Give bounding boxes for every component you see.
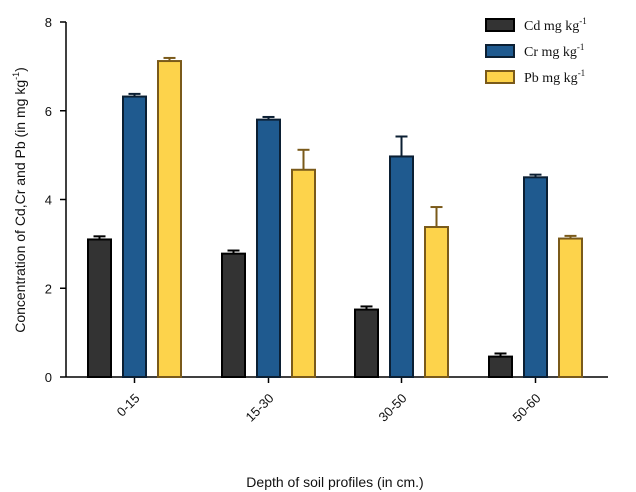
bar: [488, 355, 513, 378]
bar: [424, 226, 449, 378]
legend-label: Cd mg kg-1: [524, 16, 587, 34]
bar: [157, 60, 182, 379]
x-tick-label: 50-60: [510, 391, 544, 425]
y-tick-label: 0: [45, 370, 52, 385]
y-tick-label: 8: [45, 15, 52, 30]
x-tick-label: 0-15: [114, 391, 143, 420]
legend-swatch: [485, 44, 515, 58]
legend-label: Cr mg kg-1: [524, 42, 584, 60]
legend: Cd mg kg-1 Cr mg kg-1 Pb mg kg-1: [485, 16, 587, 86]
legend-swatch: [485, 70, 515, 84]
y-tick-label: 6: [45, 104, 52, 119]
x-tick-label: 15-30: [243, 391, 277, 425]
bar: [523, 176, 548, 378]
y-tick-label: 2: [45, 281, 52, 296]
y-axis-label: Concentration of Cd,Cr and Pb (in mg kg-…: [11, 67, 28, 333]
bar: [256, 118, 281, 378]
bar: [291, 168, 316, 378]
y-tick-label: 4: [45, 193, 52, 208]
x-tick-label: 30-50: [376, 391, 410, 425]
bar: [221, 252, 246, 378]
bar: [389, 155, 414, 378]
bar: [122, 95, 147, 379]
bar: [354, 308, 379, 378]
legend-label: Pb mg kg-1: [524, 68, 585, 86]
bar: [87, 238, 112, 378]
bars: [87, 56, 583, 379]
legend-swatch: [485, 18, 515, 32]
x-axis-label: Depth of soil profiles (in cm.): [246, 474, 423, 490]
bar: [558, 237, 583, 378]
